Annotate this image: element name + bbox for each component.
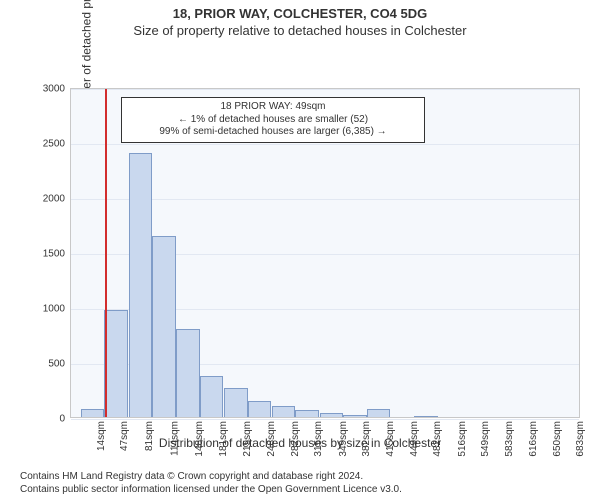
annotation-box: 18 PRIOR WAY: 49sqm← 1% of detached hous… (121, 97, 425, 143)
y-tick-label: 1000 (43, 304, 65, 315)
y-tick-label: 0 (59, 414, 65, 425)
histogram-bar (176, 329, 200, 417)
y-tick-label: 3000 (43, 84, 65, 95)
histogram-bar (343, 415, 367, 417)
y-tick-label: 2500 (43, 139, 65, 150)
plot-area: 05001000150020002500300014sqm47sqm81sqm1… (70, 88, 580, 418)
histogram-bar (320, 413, 344, 417)
histogram-bar (295, 410, 319, 417)
y-tick-label: 1500 (43, 249, 65, 260)
footer-line-2: Contains public sector information licen… (20, 483, 402, 496)
plot-outer: 05001000150020002500300014sqm47sqm81sqm1… (70, 88, 580, 418)
histogram-bar (152, 236, 176, 418)
histogram-bar (81, 409, 105, 417)
footer-line-1: Contains HM Land Registry data © Crown c… (20, 470, 402, 483)
annotation-line: ← 1% of detached houses are smaller (52) (128, 114, 418, 127)
histogram-bar (129, 153, 153, 417)
gridline (71, 419, 579, 420)
histogram-bar (224, 388, 248, 417)
histogram-bar (248, 401, 272, 418)
gridline (71, 89, 579, 90)
annotation-line: 18 PRIOR WAY: 49sqm (128, 101, 418, 114)
y-tick-label: 2000 (43, 194, 65, 205)
subject-marker-line (105, 89, 107, 417)
footer-attribution: Contains HM Land Registry data © Crown c… (20, 470, 402, 496)
histogram-bar (367, 409, 391, 417)
histogram-bar (272, 406, 296, 417)
histogram-bar (104, 310, 128, 417)
x-axis-label: Distribution of detached houses by size … (0, 436, 600, 450)
histogram-bar (414, 416, 438, 417)
histogram-bar (200, 376, 224, 417)
annotation-line: 99% of semi-detached houses are larger (… (128, 126, 418, 139)
gridline (71, 144, 579, 145)
y-tick-label: 500 (48, 359, 65, 370)
